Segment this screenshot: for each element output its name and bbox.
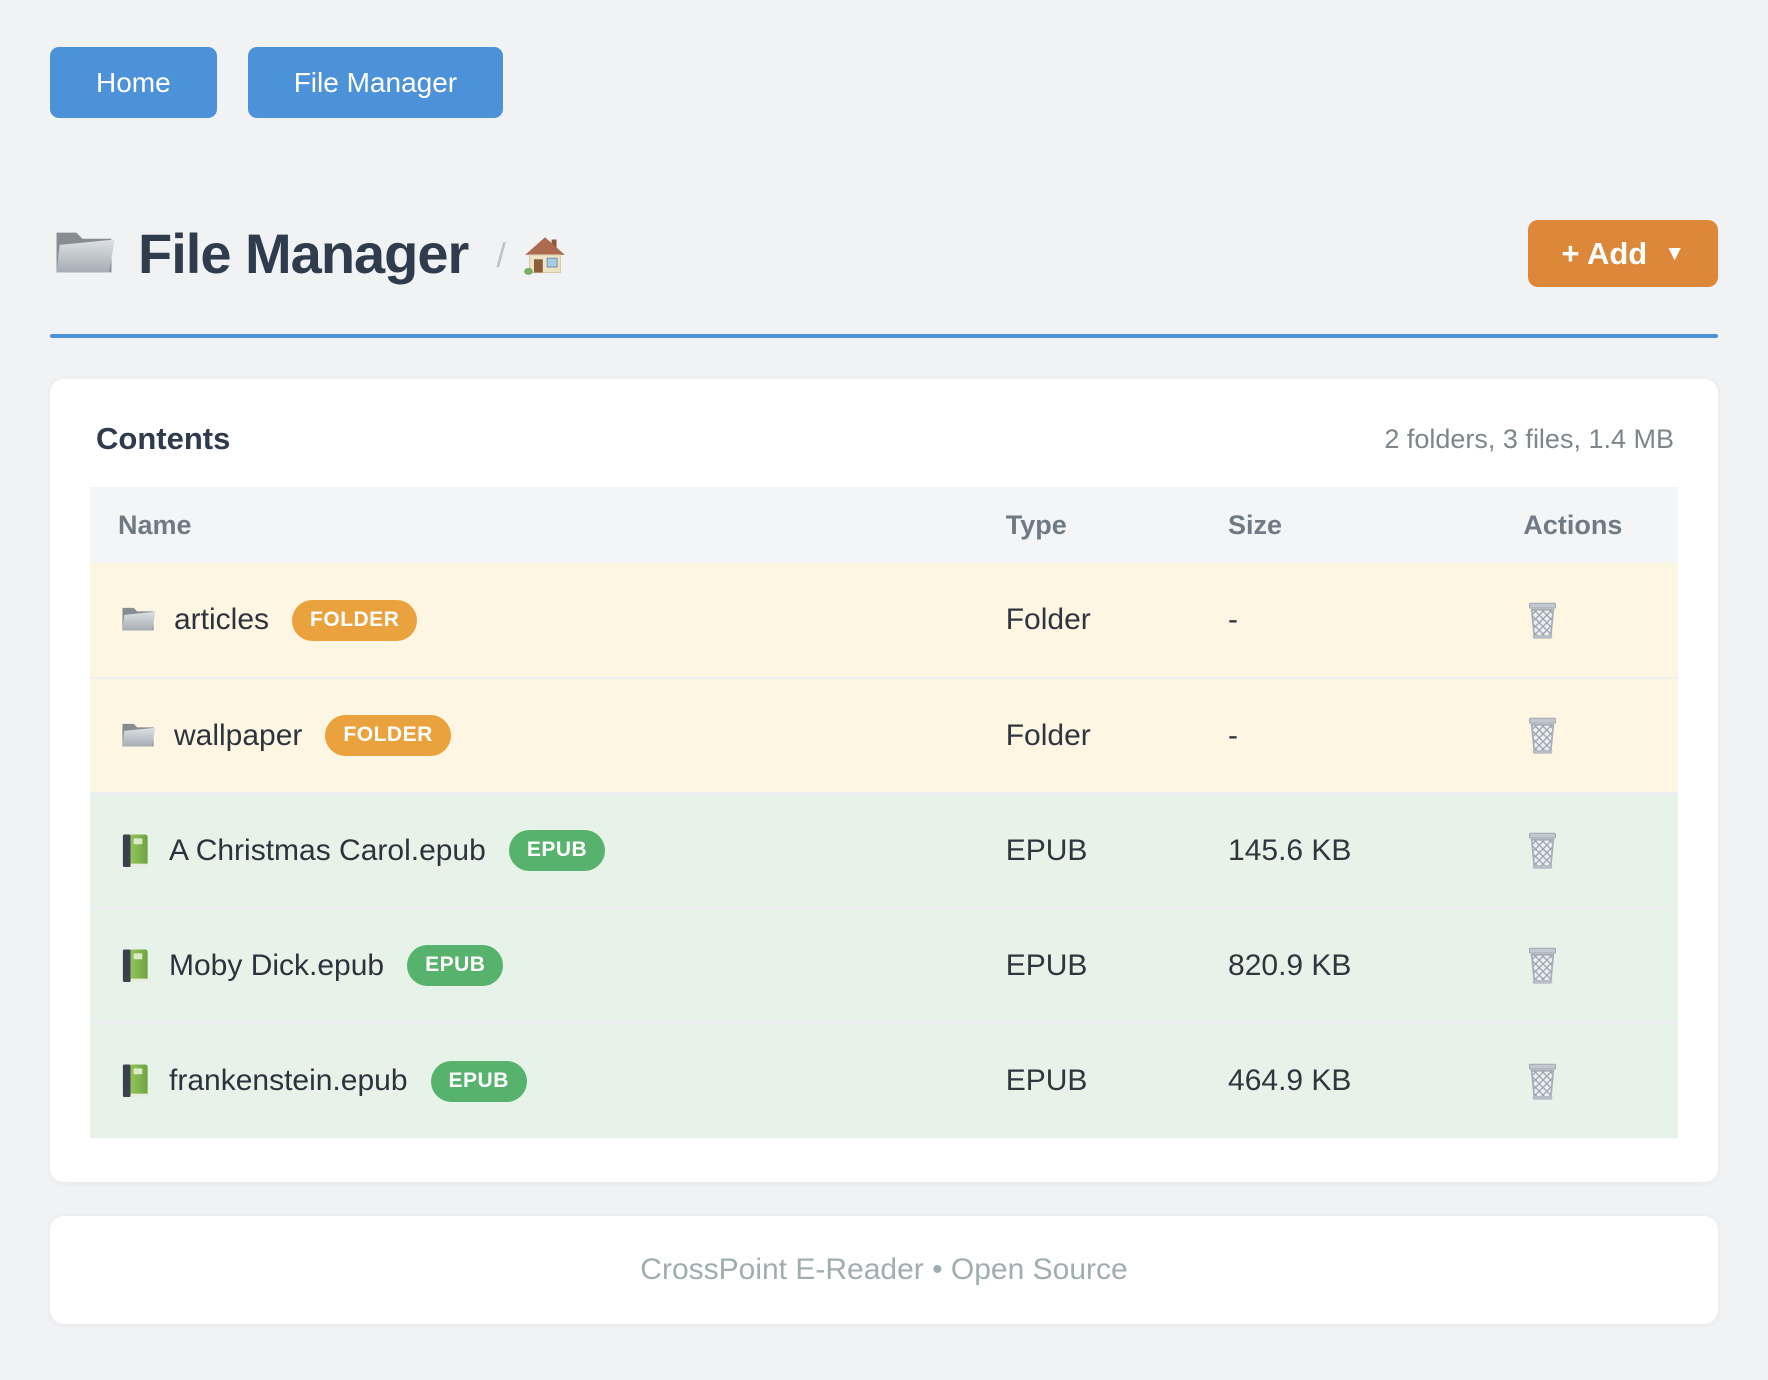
file-type: Folder xyxy=(1005,603,1091,636)
file-size: - xyxy=(1228,718,1239,752)
column-header-name: Name xyxy=(90,487,1005,563)
delete-button[interactable] xyxy=(1524,715,1561,756)
file-name[interactable]: frankenstein.epub xyxy=(169,1064,408,1097)
home-icon[interactable] xyxy=(522,234,568,278)
folder-icon xyxy=(50,225,118,283)
file-table: Name Type Size Actions articles FOLDER F… xyxy=(90,487,1678,1138)
nav-file-manager-button[interactable]: File Manager xyxy=(247,47,504,118)
book-icon xyxy=(119,947,152,985)
book-icon xyxy=(119,832,152,870)
table-header-row: Name Type Size Actions xyxy=(90,487,1678,563)
file-name[interactable]: A Christmas Carol.epub xyxy=(169,833,486,867)
type-badge: FOLDER xyxy=(292,599,418,641)
chevron-down-icon: ▼ xyxy=(1664,242,1685,265)
page-header: File Manager / + Add ▼ xyxy=(50,220,1718,287)
type-badge: EPUB xyxy=(430,1060,527,1102)
trash-icon xyxy=(1524,1061,1561,1102)
footer-text: CrossPoint E-Reader • Open Source xyxy=(640,1253,1128,1286)
page: Home File Manager File Manager / + Add ▼… xyxy=(50,47,1718,1324)
book-icon xyxy=(119,1062,152,1100)
delete-button[interactable] xyxy=(1524,600,1561,641)
contents-summary: 2 folders, 3 files, 1.4 MB xyxy=(1384,423,1674,454)
type-badge: EPUB xyxy=(508,830,606,871)
file-name[interactable]: Moby Dick.epub xyxy=(169,948,385,982)
type-badge: FOLDER xyxy=(325,715,451,756)
file-type: EPUB xyxy=(1005,833,1088,867)
file-name[interactable]: wallpaper xyxy=(174,718,303,752)
delete-button[interactable] xyxy=(1524,1061,1561,1102)
add-button-label: + Add xyxy=(1561,235,1648,271)
column-header-actions: Actions xyxy=(1495,487,1678,563)
delete-button[interactable] xyxy=(1524,945,1561,986)
breadcrumb-separator: / xyxy=(496,237,506,275)
top-nav: Home File Manager xyxy=(50,47,1718,118)
contents-card-header: Contents 2 folders, 3 files, 1.4 MB xyxy=(90,421,1678,457)
delete-button[interactable] xyxy=(1524,830,1561,871)
nav-home-button[interactable]: Home xyxy=(50,47,217,118)
file-type: Folder xyxy=(1005,718,1091,752)
type-badge: EPUB xyxy=(407,945,504,986)
title-group: File Manager / xyxy=(50,221,568,286)
file-size: 145.6 KB xyxy=(1228,833,1352,867)
folder-icon xyxy=(119,603,157,637)
file-type: EPUB xyxy=(1005,948,1088,982)
table-row[interactable]: A Christmas Carol.epub EPUB EPUB 145.6 K… xyxy=(90,793,1678,908)
file-size: 464.9 KB xyxy=(1228,1064,1352,1097)
trash-icon xyxy=(1524,945,1561,986)
footer-card: CrossPoint E-Reader • Open Source xyxy=(50,1216,1718,1324)
table-row[interactable]: wallpaper FOLDER Folder - xyxy=(90,678,1678,793)
column-header-type: Type xyxy=(1004,487,1228,563)
add-button[interactable]: + Add ▼ xyxy=(1528,220,1718,287)
file-size: 820.9 KB xyxy=(1228,948,1352,982)
trash-icon xyxy=(1524,830,1561,871)
file-table-body: articles FOLDER Folder - wallpaper FOLDE… xyxy=(90,563,1678,1138)
file-type: EPUB xyxy=(1005,1064,1088,1097)
file-name[interactable]: articles xyxy=(174,603,270,636)
trash-icon xyxy=(1524,600,1561,641)
header-divider xyxy=(50,334,1718,338)
file-size: - xyxy=(1228,603,1239,636)
table-row[interactable]: frankenstein.epub EPUB EPUB 464.9 KB xyxy=(90,1023,1678,1138)
contents-card: Contents 2 folders, 3 files, 1.4 MB Name… xyxy=(50,379,1718,1182)
table-row[interactable]: articles FOLDER Folder - xyxy=(90,563,1678,678)
contents-title: Contents xyxy=(96,421,231,456)
page-title: File Manager xyxy=(138,222,469,285)
folder-icon xyxy=(119,719,157,753)
column-header-size: Size xyxy=(1227,487,1496,563)
trash-icon xyxy=(1524,715,1561,756)
table-row[interactable]: Moby Dick.epub EPUB EPUB 820.9 KB xyxy=(90,908,1678,1023)
